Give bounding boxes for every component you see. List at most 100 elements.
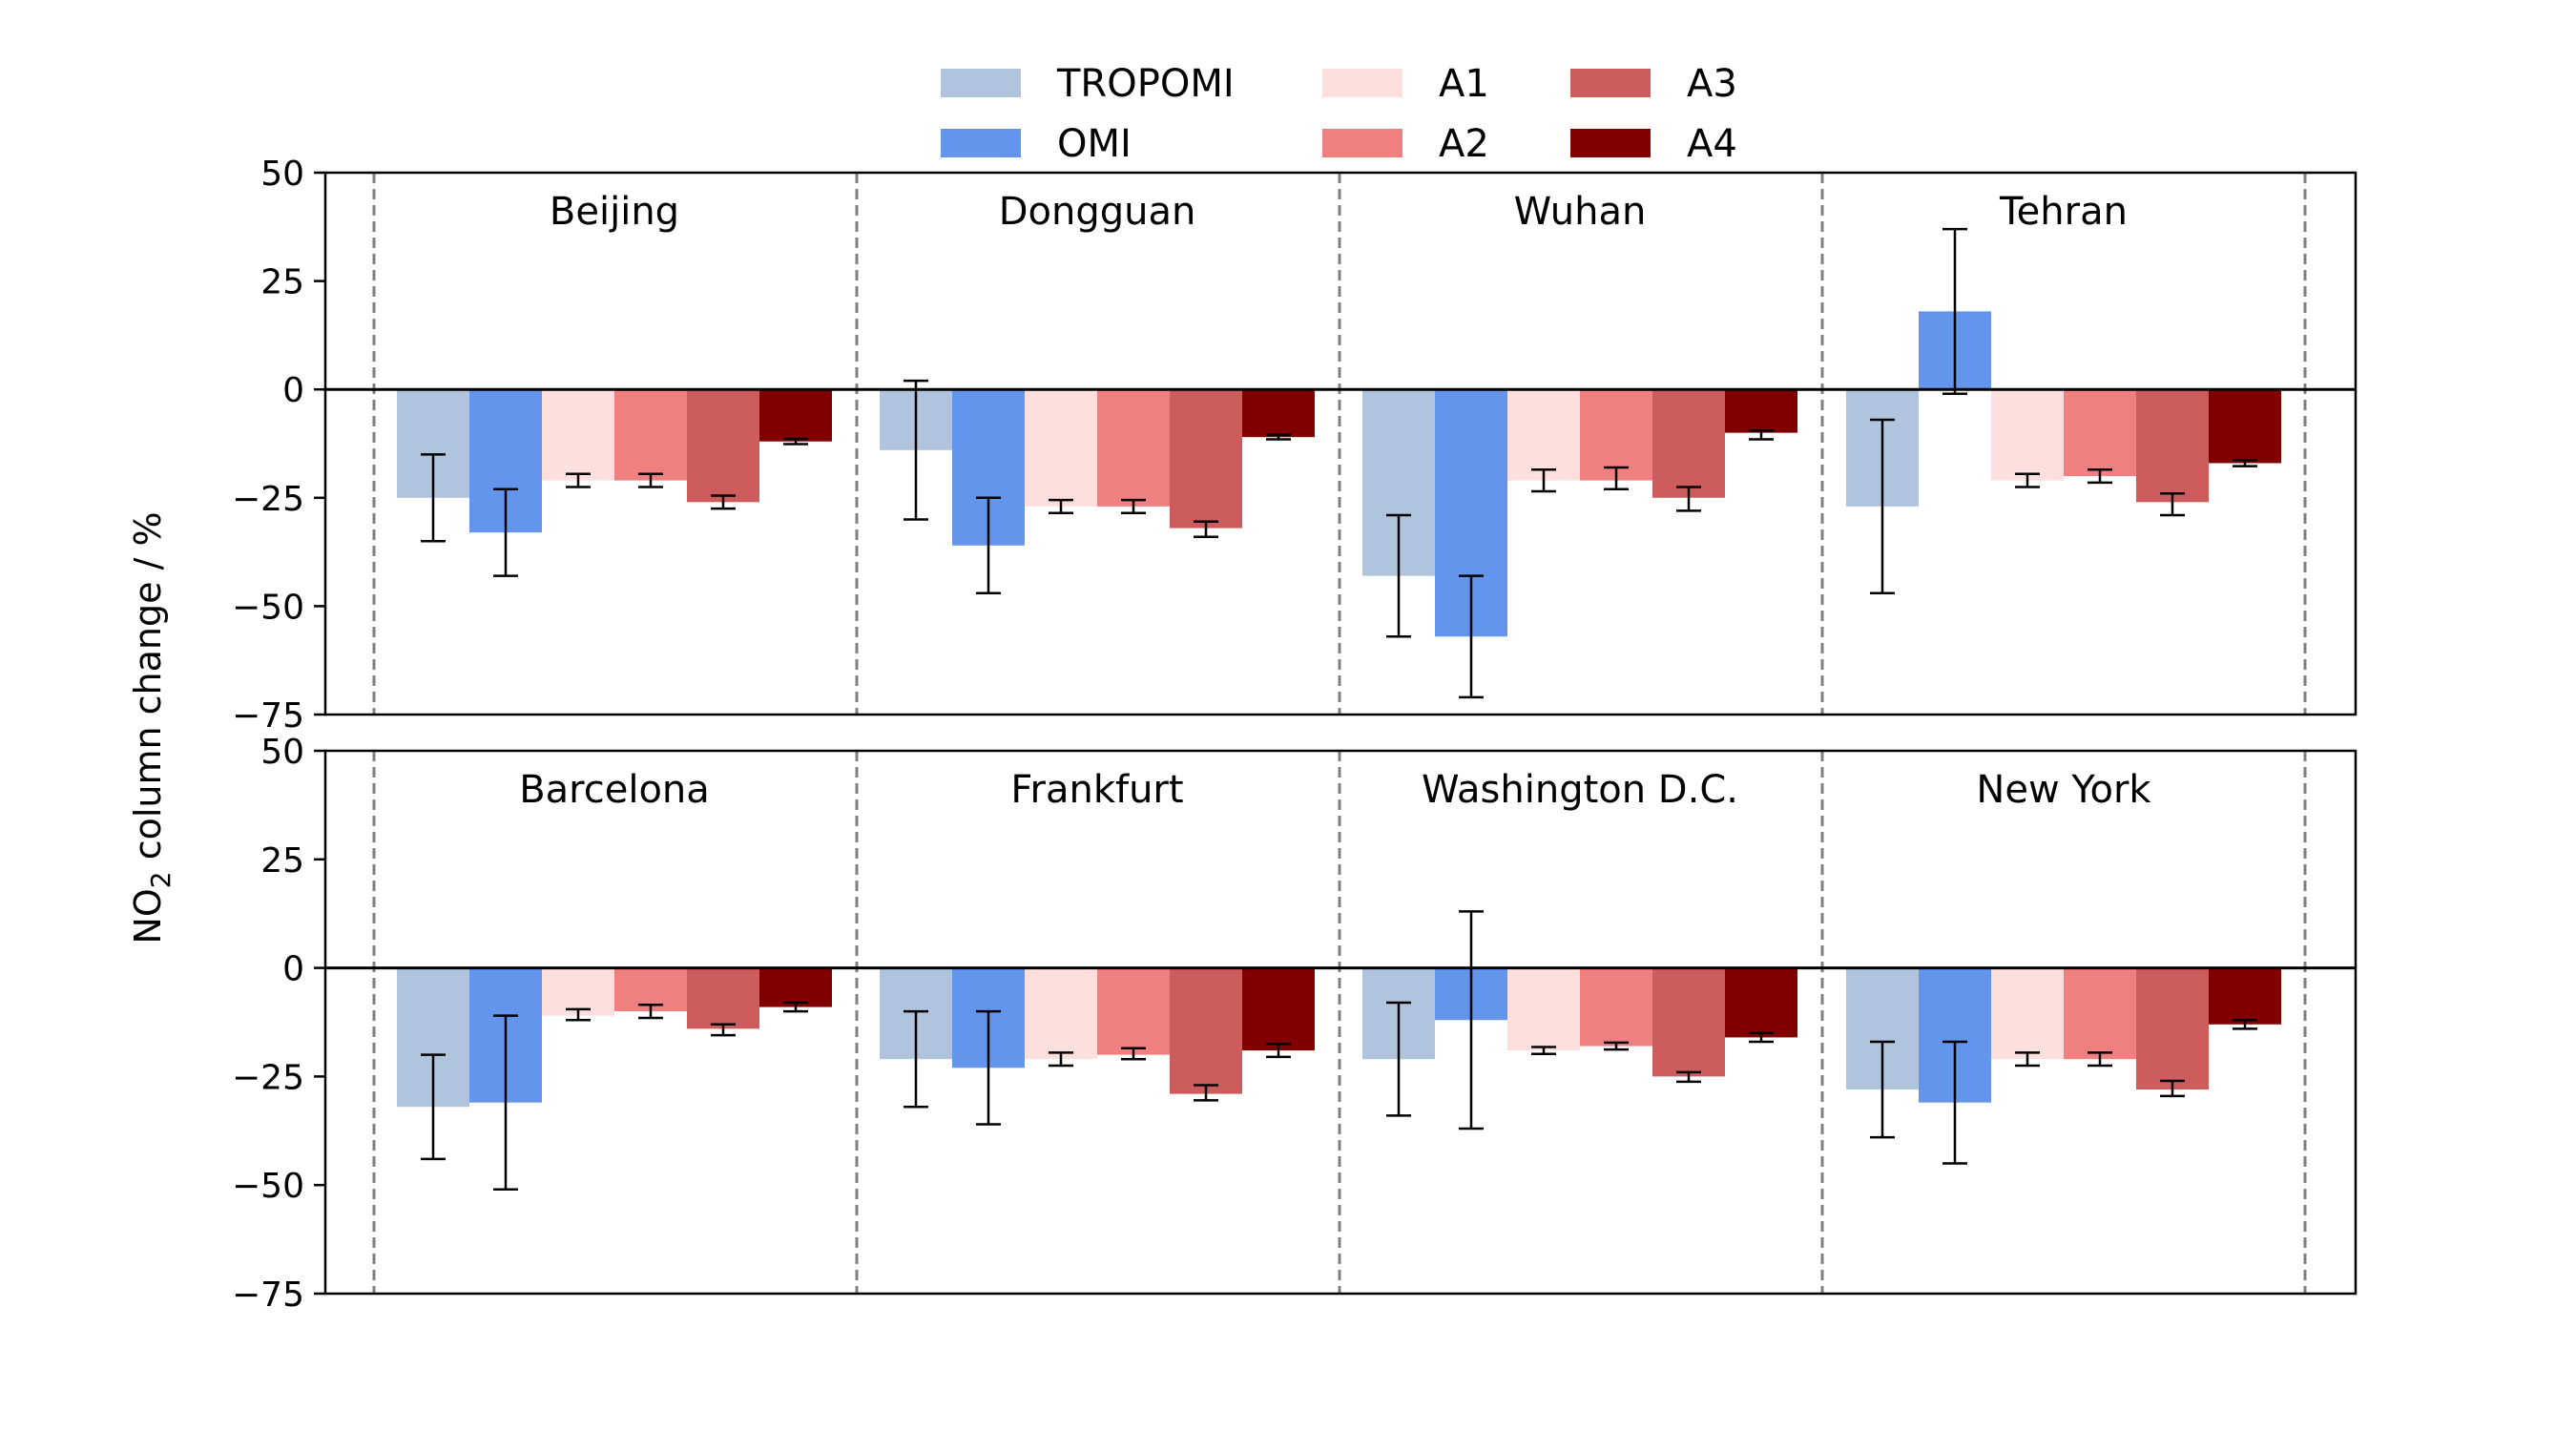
bar bbox=[1507, 967, 1580, 1051]
bar bbox=[542, 967, 614, 1016]
panel-city-title: Barcelona bbox=[519, 768, 710, 812]
legend-label: A4 bbox=[1687, 122, 1737, 166]
error-bar bbox=[2088, 468, 2112, 485]
legend-label: A3 bbox=[1687, 62, 1737, 106]
error-bar bbox=[2160, 492, 2185, 517]
bar bbox=[759, 967, 832, 1007]
error-bar bbox=[1194, 520, 1218, 538]
y-tick-label: 25 bbox=[260, 841, 304, 881]
legend-label: TROPOMI bbox=[1056, 62, 1235, 106]
error-bar bbox=[904, 379, 928, 521]
legend-label: OMI bbox=[1057, 122, 1132, 166]
error-bar bbox=[1531, 468, 1556, 493]
y-axis-label-subscript: 2 bbox=[145, 871, 177, 888]
bar bbox=[1025, 389, 1097, 507]
y-tick-label: 0 bbox=[282, 950, 304, 989]
y-tick-label: 50 bbox=[260, 733, 304, 772]
error-bar bbox=[421, 1053, 446, 1161]
bar bbox=[759, 389, 832, 442]
error-bar bbox=[1676, 486, 1701, 512]
error-bar bbox=[1676, 1070, 1701, 1084]
error-bar bbox=[1459, 910, 1484, 1130]
bar bbox=[687, 967, 759, 1029]
panel-city-title: New York bbox=[1976, 768, 2151, 812]
legend-swatch bbox=[941, 69, 1021, 97]
error-bar bbox=[904, 1009, 928, 1109]
panel-city-title: Wuhan bbox=[1514, 190, 1647, 234]
error-bar bbox=[1049, 1051, 1073, 1068]
error-bar bbox=[1121, 498, 1146, 514]
panel-city-title: Tehran bbox=[1999, 190, 2128, 234]
bar bbox=[1580, 967, 1652, 1047]
panel-city-title: Frankfurt bbox=[1010, 768, 1183, 812]
bar bbox=[2136, 389, 2209, 503]
bar bbox=[1170, 389, 1242, 529]
bar bbox=[1580, 389, 1652, 481]
y-axis-label-part: column change / % bbox=[127, 511, 169, 871]
bar bbox=[2136, 967, 2209, 1090]
error-bar bbox=[1604, 466, 1629, 490]
legend-label: A1 bbox=[1439, 62, 1489, 106]
bar bbox=[1242, 967, 1315, 1051]
bar bbox=[542, 389, 614, 481]
legend-swatch bbox=[941, 129, 1021, 157]
y-tick-label: 0 bbox=[282, 371, 304, 410]
legend-swatch bbox=[1322, 69, 1402, 97]
error-bar bbox=[566, 1007, 591, 1022]
error-bar bbox=[1266, 433, 1291, 441]
bar bbox=[2209, 389, 2281, 464]
error-bar bbox=[783, 1001, 808, 1013]
panel-frame bbox=[323, 171, 2358, 716]
bar bbox=[2209, 967, 2281, 1025]
y-tick-label: 50 bbox=[260, 155, 304, 194]
bar bbox=[2064, 967, 2136, 1060]
error-bar bbox=[976, 496, 1001, 595]
error-bar bbox=[1870, 418, 1895, 595]
error-bar bbox=[1194, 1084, 1218, 1102]
bar bbox=[1170, 967, 1242, 1094]
bar bbox=[1507, 389, 1580, 481]
bar bbox=[614, 389, 687, 481]
error-bar bbox=[976, 1009, 1001, 1126]
error-bar bbox=[1749, 429, 1774, 441]
bar bbox=[1652, 389, 1725, 498]
error-bar bbox=[2233, 459, 2257, 467]
error-bar bbox=[1459, 574, 1484, 699]
error-bar bbox=[1749, 1031, 1774, 1044]
bar bbox=[2064, 389, 2136, 477]
legend-swatch bbox=[1570, 129, 1651, 157]
y-tick-label: −75 bbox=[232, 1275, 304, 1315]
error-bar bbox=[1386, 1001, 1411, 1117]
y-tick-label: −25 bbox=[232, 1058, 304, 1097]
error-bar bbox=[1121, 1047, 1146, 1061]
error-bar bbox=[2160, 1079, 2185, 1098]
bar bbox=[1097, 389, 1170, 507]
bar bbox=[1242, 389, 1315, 438]
error-bar bbox=[493, 487, 518, 577]
error-bar bbox=[1604, 1041, 1629, 1051]
error-bar bbox=[2233, 1018, 2257, 1030]
legend-swatch bbox=[1322, 129, 1402, 157]
error-bar bbox=[1942, 227, 1967, 395]
bar bbox=[1991, 389, 2064, 481]
error-bar bbox=[783, 437, 808, 446]
error-bar bbox=[1266, 1043, 1291, 1059]
bar bbox=[1725, 967, 1797, 1038]
panel-city-title: Washington D.C. bbox=[1422, 768, 1738, 812]
error-bar bbox=[2015, 1051, 2040, 1068]
error-bar bbox=[566, 472, 591, 488]
bottom-panel: Barcelona Frankfurt Washington D.C. New Yor… bbox=[232, 733, 2358, 1315]
error-bar bbox=[1942, 1040, 1967, 1165]
panel-frame bbox=[323, 749, 2358, 1296]
y-axis-label-part: NO bbox=[127, 888, 169, 944]
error-bar bbox=[1870, 1040, 1895, 1139]
error-bar bbox=[2015, 472, 2040, 488]
bar bbox=[1652, 967, 1725, 1077]
y-tick-label: −50 bbox=[232, 588, 304, 627]
bar bbox=[1725, 389, 1797, 433]
y-tick-label: −50 bbox=[232, 1167, 304, 1206]
error-bar bbox=[638, 1004, 663, 1020]
y-axis-label: NO2 column change / % bbox=[127, 511, 177, 944]
y-tick-label: −25 bbox=[232, 480, 304, 519]
